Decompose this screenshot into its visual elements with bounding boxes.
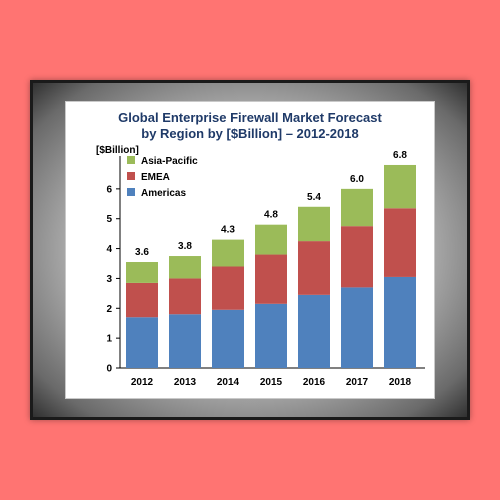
bar-segment-asia-pacific bbox=[298, 206, 330, 242]
bar-segment-americas bbox=[384, 276, 416, 368]
x-tick-label: 2014 bbox=[217, 377, 240, 388]
bar-segment-americas bbox=[341, 287, 373, 368]
bar-total-label: 5.4 bbox=[307, 192, 321, 203]
chart-title-line-1: Global Enterprise Firewall Market Foreca… bbox=[118, 110, 382, 125]
bar-segment-emea bbox=[169, 278, 201, 315]
bar-total-label: 6.8 bbox=[393, 150, 407, 161]
bar-segment-emea bbox=[212, 266, 244, 310]
chart-panel: Global Enterprise Firewall Market Foreca… bbox=[65, 101, 435, 399]
x-tick-label: 2013 bbox=[174, 377, 197, 388]
bar-segment-emea bbox=[255, 254, 287, 304]
legend-swatch bbox=[127, 172, 135, 180]
bar-total-label: 3.6 bbox=[135, 247, 149, 258]
bar-segment-emea bbox=[341, 226, 373, 288]
bar-segment-asia-pacific bbox=[212, 239, 244, 267]
bar-segment-emea bbox=[384, 208, 416, 277]
x-tick-label: 2015 bbox=[260, 377, 283, 388]
x-tick-label: 2012 bbox=[131, 377, 154, 388]
bar-segment-asia-pacific bbox=[255, 224, 287, 255]
bar-segment-americas bbox=[255, 303, 287, 368]
bar-segment-asia-pacific bbox=[384, 164, 416, 209]
bar-segment-asia-pacific bbox=[169, 256, 201, 279]
y-tick-label: 3 bbox=[106, 274, 112, 285]
x-tick-label: 2016 bbox=[303, 377, 326, 388]
bar-total-label: 6.0 bbox=[350, 174, 364, 185]
bar-segment-americas bbox=[126, 317, 158, 368]
x-tick-label: 2017 bbox=[346, 377, 369, 388]
bar-total-label: 4.3 bbox=[221, 225, 235, 236]
legend-label: Americas bbox=[141, 188, 186, 199]
chart-title-line-2: by Region by [$Billion] – 2012-2018 bbox=[141, 126, 358, 141]
bar-segment-emea bbox=[126, 282, 158, 318]
x-tick-label: 2018 bbox=[389, 377, 412, 388]
bar-total-label: 4.8 bbox=[264, 210, 278, 221]
bar-total-label: 3.8 bbox=[178, 241, 192, 252]
y-tick-label: 0 bbox=[106, 364, 112, 375]
y-tick-label: 2 bbox=[106, 304, 112, 315]
legend-swatch bbox=[127, 156, 135, 164]
y-tick-label: 5 bbox=[106, 214, 112, 225]
bar-segment-americas bbox=[212, 309, 244, 368]
legend-swatch bbox=[127, 188, 135, 196]
y-tick-label: 6 bbox=[106, 184, 112, 195]
stacked-bar-chart: Global Enterprise Firewall Market Foreca… bbox=[96, 110, 425, 388]
bar-segment-asia-pacific bbox=[341, 188, 373, 227]
bar-segment-americas bbox=[169, 314, 201, 368]
y-tick-label: 4 bbox=[106, 244, 112, 255]
bar-segment-emea bbox=[298, 241, 330, 295]
y-axis-unit-label: [$Billion] bbox=[96, 145, 139, 156]
legend-label: EMEA bbox=[141, 172, 170, 183]
y-tick-label: 1 bbox=[106, 334, 112, 345]
plot-area: 0 1 2 3 4 5 6 3.6 2012 3.8 2013 4.3 2014 4.8 2015 5.4 20… bbox=[106, 150, 425, 388]
legend-label: Asia-Pacific bbox=[141, 156, 198, 167]
bar-segment-americas bbox=[298, 294, 330, 368]
bar-segment-asia-pacific bbox=[126, 262, 158, 283]
